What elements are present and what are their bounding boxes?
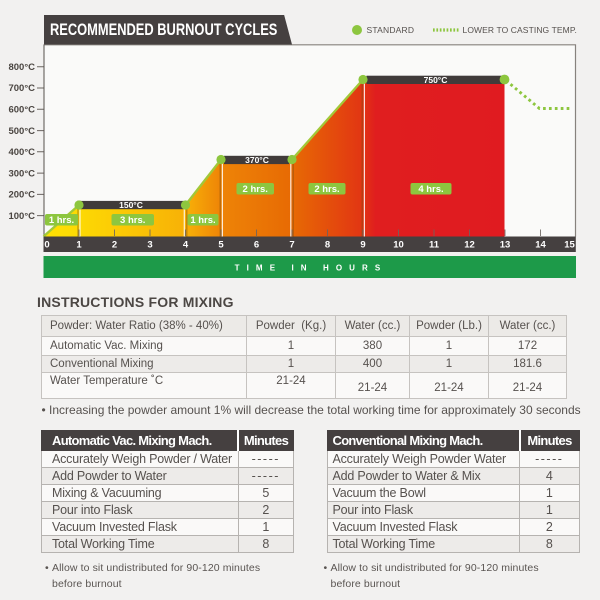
svg-text:12: 12 xyxy=(464,240,475,251)
svg-text:100°C: 100°C xyxy=(8,211,35,222)
svg-text:150°C: 150°C xyxy=(119,200,143,210)
svg-text:1: 1 xyxy=(76,240,82,251)
svg-text:750°C: 750°C xyxy=(424,75,448,85)
svg-text:2 hrs.: 2 hrs. xyxy=(314,184,339,195)
svg-text:1 hrs.: 1 hrs. xyxy=(49,215,74,226)
svg-text:3 hrs.: 3 hrs. xyxy=(120,215,145,226)
svg-text:6: 6 xyxy=(254,240,259,251)
svg-text:800°C: 800°C xyxy=(8,62,35,73)
svg-text:200°C: 200°C xyxy=(8,190,35,201)
svg-text:13: 13 xyxy=(500,240,511,251)
svg-text:15: 15 xyxy=(564,240,575,251)
svg-text:400°C: 400°C xyxy=(8,147,35,158)
svg-text:8: 8 xyxy=(325,240,330,251)
svg-text:7: 7 xyxy=(289,240,294,251)
svg-text:4 hrs.: 4 hrs. xyxy=(418,184,443,195)
svg-text:600°C: 600°C xyxy=(8,105,35,116)
svg-text:10: 10 xyxy=(393,240,404,251)
svg-text:11: 11 xyxy=(429,240,440,251)
svg-text:9: 9 xyxy=(360,240,365,251)
svg-text:370°C: 370°C xyxy=(245,155,269,165)
svg-text:700°C: 700°C xyxy=(8,83,35,94)
svg-text:0: 0 xyxy=(44,240,49,251)
svg-text:4: 4 xyxy=(183,240,189,251)
svg-text:1 hrs.: 1 hrs. xyxy=(190,215,215,226)
svg-text:TIME IN HOURS: TIME IN HOURS xyxy=(235,264,388,273)
svg-text:2: 2 xyxy=(112,240,117,251)
svg-text:14: 14 xyxy=(535,240,546,251)
svg-text:500°C: 500°C xyxy=(8,126,35,137)
svg-text:5: 5 xyxy=(218,240,224,251)
svg-text:3: 3 xyxy=(147,240,152,251)
svg-text:300°C: 300°C xyxy=(8,168,35,179)
svg-text:2 hrs.: 2 hrs. xyxy=(243,184,268,195)
